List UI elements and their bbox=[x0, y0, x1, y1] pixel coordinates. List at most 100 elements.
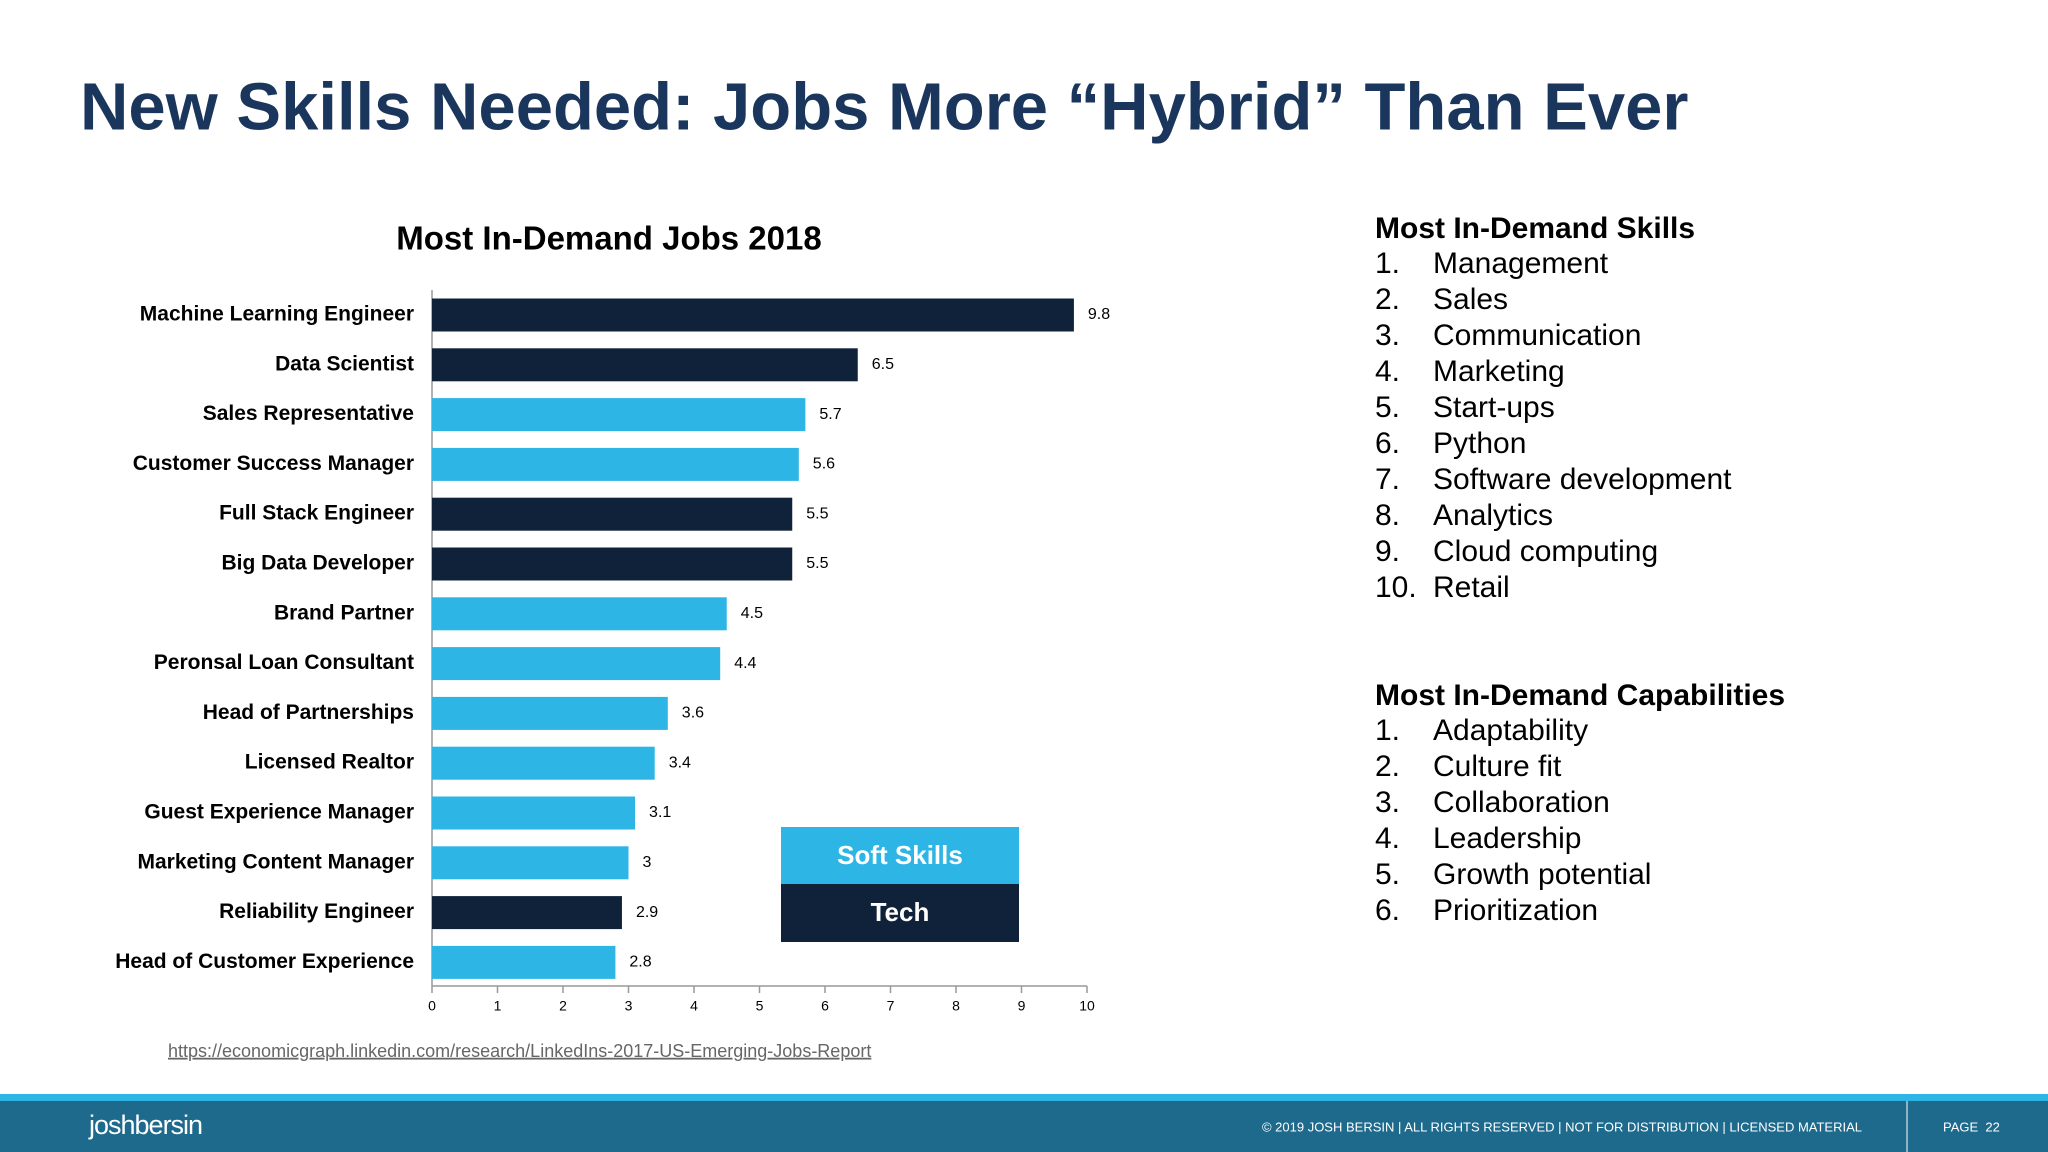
data-label: 2.9 bbox=[636, 904, 658, 921]
list-item: Communication bbox=[1433, 319, 1641, 352]
list-item: Growth potential bbox=[1433, 858, 1651, 891]
y-tick-label: Licensed Realtor bbox=[245, 751, 414, 774]
x-tick-label: 7 bbox=[887, 998, 895, 1014]
bar bbox=[432, 896, 622, 930]
footer-bar bbox=[0, 1101, 2048, 1152]
chart-title: Most In-Demand Jobs 2018 bbox=[396, 220, 821, 257]
list-item: Software development bbox=[1433, 463, 1732, 496]
data-label: 5.7 bbox=[819, 406, 841, 423]
source-link[interactable]: https://economicgraph.linkedin.com/resea… bbox=[168, 1041, 871, 1061]
data-label: 6.5 bbox=[872, 356, 894, 373]
y-tick-label: Head of Customer Experience bbox=[115, 950, 414, 973]
list-number: 8. bbox=[1375, 499, 1400, 532]
bar bbox=[432, 348, 858, 382]
data-label: 5.5 bbox=[806, 555, 828, 572]
x-tick-label: 10 bbox=[1079, 998, 1095, 1014]
list-item: Retail bbox=[1433, 571, 1510, 604]
x-tick-label: 5 bbox=[756, 998, 764, 1014]
bar bbox=[432, 746, 655, 780]
data-label: 3.1 bbox=[649, 804, 671, 821]
y-tick-label: Big Data Developer bbox=[221, 552, 414, 575]
y-tick-label: Machine Learning Engineer bbox=[140, 303, 414, 326]
list-number: 1. bbox=[1375, 247, 1400, 280]
legend-label: Soft Skills bbox=[837, 840, 963, 870]
y-tick-label: Peronsal Loan Consultant bbox=[154, 651, 414, 674]
list-number: 2. bbox=[1375, 750, 1400, 783]
list-number: 5. bbox=[1375, 858, 1400, 891]
list-number: 5. bbox=[1375, 391, 1400, 424]
legend-swatch bbox=[781, 884, 1019, 942]
list-item: Collaboration bbox=[1433, 786, 1610, 819]
bar bbox=[432, 597, 727, 631]
list-number: 3. bbox=[1375, 786, 1400, 819]
list-number: 1. bbox=[1375, 714, 1400, 747]
y-tick-label: Guest Experience Manager bbox=[144, 801, 414, 824]
list-number: 7. bbox=[1375, 463, 1400, 496]
data-label: 9.8 bbox=[1088, 306, 1110, 323]
bar bbox=[432, 298, 1074, 332]
list-title: Most In-Demand Capabilities bbox=[1375, 679, 1785, 712]
y-tick-label: Marketing Content Manager bbox=[137, 850, 414, 873]
bar bbox=[432, 945, 616, 979]
list-number: 6. bbox=[1375, 894, 1400, 927]
list-number: 9. bbox=[1375, 535, 1400, 568]
x-tick-label: 6 bbox=[821, 998, 829, 1014]
data-label: 4.4 bbox=[734, 655, 756, 672]
data-label: 5.6 bbox=[813, 456, 835, 473]
bar bbox=[432, 547, 793, 581]
list-item: Adaptability bbox=[1433, 714, 1588, 747]
y-tick-label: Data Scientist bbox=[275, 352, 414, 375]
x-tick-label: 4 bbox=[690, 998, 698, 1014]
bar bbox=[432, 846, 629, 880]
y-tick-label: Head of Partnerships bbox=[203, 701, 414, 724]
list-item: Management bbox=[1433, 247, 1609, 280]
slide-title: New Skills Needed: Jobs More “Hybrid” Th… bbox=[80, 70, 1688, 145]
data-label: 2.8 bbox=[629, 954, 651, 971]
footer-brand: joshbersin bbox=[88, 1110, 202, 1140]
legend-label: Tech bbox=[871, 897, 930, 927]
x-tick-label: 8 bbox=[952, 998, 960, 1014]
data-label: 5.5 bbox=[806, 505, 828, 522]
bar bbox=[432, 398, 806, 432]
y-tick-label: Reliability Engineer bbox=[219, 900, 414, 923]
list-number: 4. bbox=[1375, 355, 1400, 388]
list-item: Python bbox=[1433, 427, 1526, 460]
list-number: 4. bbox=[1375, 822, 1400, 855]
list-item: Culture fit bbox=[1433, 750, 1562, 783]
data-label: 3.6 bbox=[682, 705, 704, 722]
list-item: Sales bbox=[1433, 283, 1508, 316]
y-tick-label: Full Stack Engineer bbox=[219, 502, 414, 525]
list-item: Marketing bbox=[1433, 355, 1565, 388]
footer-stripe bbox=[0, 1094, 2048, 1102]
legend-swatch bbox=[781, 827, 1019, 885]
bar bbox=[432, 647, 721, 681]
y-tick-label: Sales Representative bbox=[203, 402, 414, 425]
x-tick-label: 3 bbox=[625, 998, 633, 1014]
bar bbox=[432, 696, 668, 730]
list-item: Leadership bbox=[1433, 822, 1581, 855]
list-item: Start-ups bbox=[1433, 391, 1555, 424]
x-tick-label: 0 bbox=[428, 998, 436, 1014]
footer-page: PAGE 22 bbox=[1943, 1119, 2000, 1134]
list-number: 10. bbox=[1375, 571, 1417, 604]
list-number: 2. bbox=[1375, 283, 1400, 316]
data-label: 3.4 bbox=[669, 754, 691, 771]
x-tick-label: 1 bbox=[494, 998, 502, 1014]
x-tick-label: 9 bbox=[1018, 998, 1026, 1014]
data-label: 4.5 bbox=[741, 605, 763, 622]
list-item: Prioritization bbox=[1433, 894, 1598, 927]
footer-copyright: © 2019 JOSH BERSIN | ALL RIGHTS RESERVED… bbox=[1262, 1119, 1862, 1134]
x-tick-label: 2 bbox=[559, 998, 567, 1014]
list-number: 6. bbox=[1375, 427, 1400, 460]
bar bbox=[432, 447, 799, 481]
list-title: Most In-Demand Skills bbox=[1375, 212, 1695, 245]
y-tick-label: Brand Partner bbox=[274, 601, 414, 624]
bar bbox=[432, 796, 636, 830]
y-tick-label: Customer Success Manager bbox=[133, 452, 414, 475]
list-number: 3. bbox=[1375, 319, 1400, 352]
bar bbox=[432, 497, 793, 531]
list-item: Cloud computing bbox=[1433, 535, 1658, 568]
